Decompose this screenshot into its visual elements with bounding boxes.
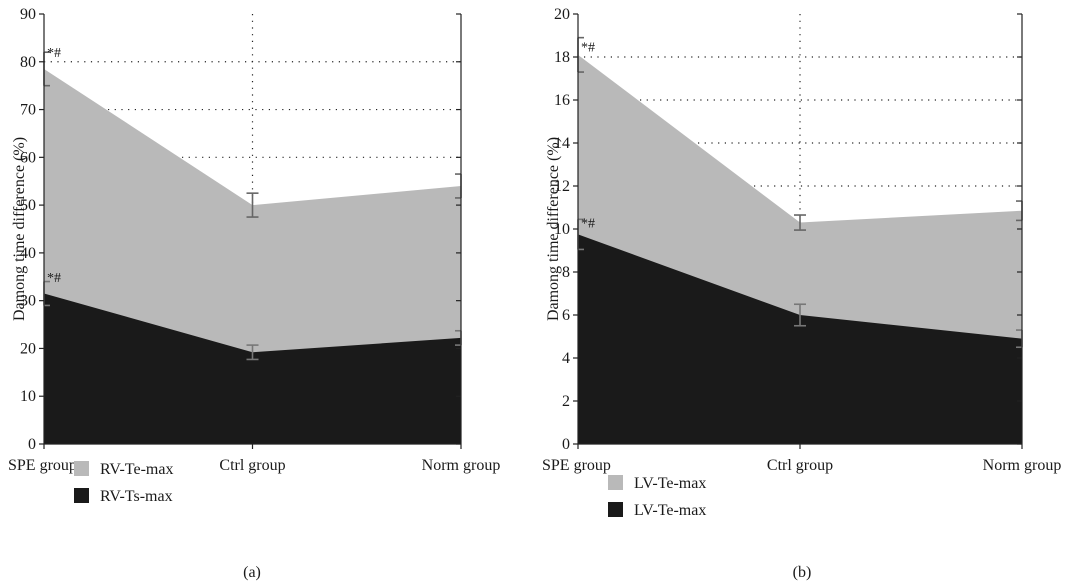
x-category-label-0: SPE group: [8, 457, 77, 474]
x-category-label-1: Ctrl group: [219, 457, 285, 474]
y-tick-label-2: 20: [20, 340, 36, 357]
chart-panel-a: 0 10 20 30 40 50 60 70 80 90 SPE group Ctrl group No…: [8, 6, 500, 581]
legend-swatch-1: [608, 475, 623, 490]
y-tick-label-5: 50: [20, 197, 36, 214]
y-axis-title: Damong time difference (%): [11, 137, 28, 321]
area-series-2: [578, 234, 1022, 444]
y-tick-label-5: 10: [554, 221, 570, 238]
x-category-label-1: Ctrl group: [767, 457, 833, 474]
chart-panel-b: 0 2 4 6 8 10 12 14 16 18 20 SPE group Ctrl group Norm…: [542, 6, 1061, 581]
legend-swatch-2: [74, 488, 89, 503]
significance-label-0: *#: [581, 40, 595, 55]
significance-label-1: *#: [47, 271, 61, 286]
legend-swatch-2: [608, 502, 623, 517]
y-tick-label-3: 6: [562, 307, 570, 324]
y-tick-label-6: 60: [20, 149, 36, 166]
significance-label-1: *#: [581, 217, 595, 232]
panel-label: (b): [793, 564, 812, 581]
y-tick-label-3: 30: [20, 293, 36, 310]
y-tick-label-4: 40: [20, 245, 36, 262]
legend-swatch-1: [74, 461, 89, 476]
y-tick-label-8: 16: [554, 92, 570, 109]
legend-label-1: LV-Te-max: [634, 475, 706, 492]
area-series-2: [44, 293, 461, 444]
y-tick-label-4: 8: [562, 264, 570, 281]
y-tick-label-9: 90: [20, 6, 36, 23]
legend-label-2: RV-Ts-max: [100, 488, 173, 505]
legend-label-2: LV-Te-max: [634, 502, 706, 519]
y-tick-label-1: 2: [562, 393, 570, 410]
x-category-label-2: Norm group: [422, 457, 501, 474]
y-tick-label-8: 80: [20, 54, 36, 71]
y-tick-label-10: 20: [554, 6, 570, 23]
y-tick-label-2: 4: [562, 350, 570, 367]
x-category-label-2: Norm group: [983, 457, 1062, 474]
y-tick-label-7: 70: [20, 102, 36, 119]
y-tick-label-6: 12: [554, 178, 570, 195]
y-tick-label-0: 0: [562, 436, 570, 453]
legend-label-1: RV-Te-max: [100, 461, 173, 478]
x-category-label-0: SPE group: [542, 457, 611, 474]
y-tick-label-9: 18: [554, 49, 570, 66]
y-tick-label-0: 0: [28, 436, 36, 453]
significance-label-0: *#: [47, 46, 61, 61]
y-axis-title: Damong time difference (%): [545, 137, 562, 321]
y-tick-label-1: 10: [20, 388, 36, 405]
panel-label: (a): [243, 564, 261, 581]
y-tick-label-7: 14: [554, 135, 570, 152]
